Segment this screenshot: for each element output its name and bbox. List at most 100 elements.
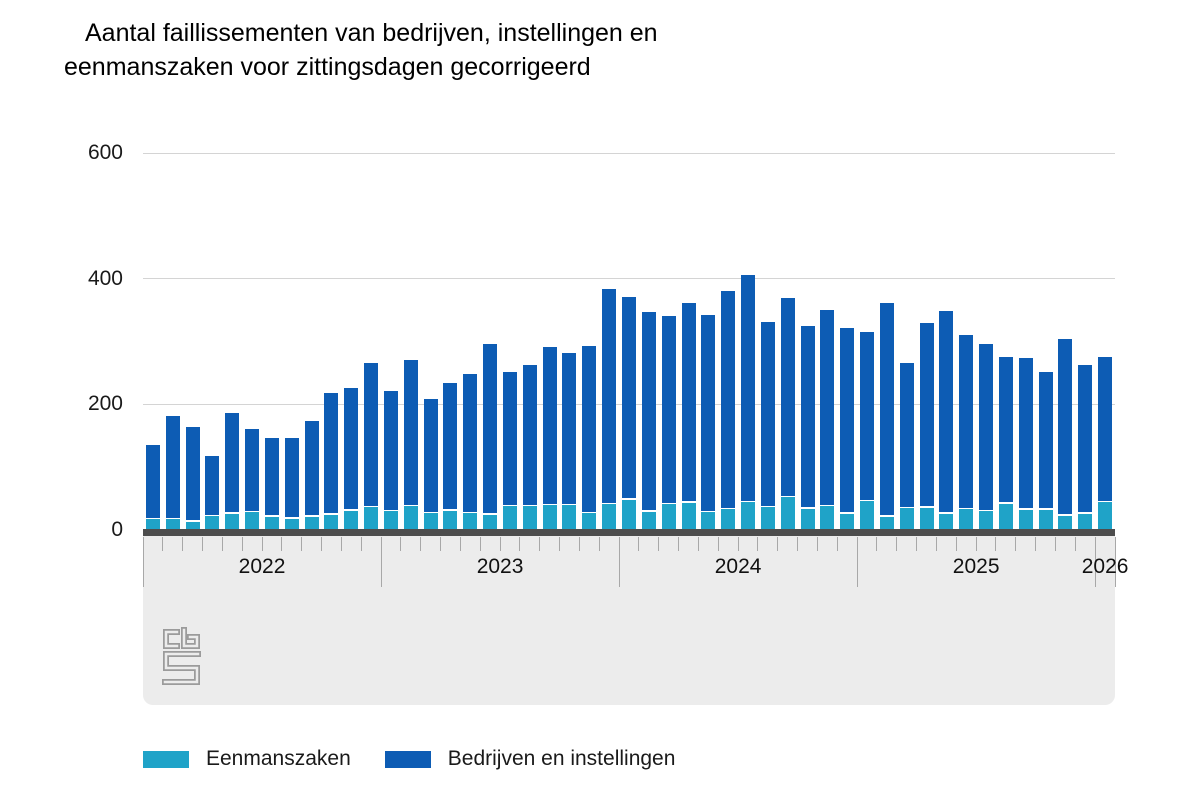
bar-eenmanszaken-2023-05[interactable] (463, 513, 478, 530)
bar-bedrijven-2023-08[interactable] (522, 365, 537, 505)
bar-eenmanszaken-2023-02[interactable] (403, 506, 418, 530)
bar-eenmanszaken-2024-02[interactable] (641, 511, 656, 530)
bar-eenmanszaken-2022-08[interactable] (284, 518, 299, 530)
bar-eenmanszaken-2024-12[interactable] (840, 513, 855, 530)
bar-bedrijven-2022-03[interactable] (185, 426, 200, 521)
bar-bedrijven-2025-10[interactable] (1038, 372, 1053, 509)
bar-eenmanszaken-2022-04[interactable] (205, 516, 220, 530)
bar-bedrijven-2024-06[interactable] (721, 291, 736, 508)
bar-eenmanszaken-2022-07[interactable] (264, 516, 279, 530)
bar-bedrijven-2022-11[interactable] (344, 387, 359, 509)
bar-bedrijven-2024-10[interactable] (800, 325, 815, 508)
bar-bedrijven-2023-05[interactable] (463, 374, 478, 512)
bar-bedrijven-2024-12[interactable] (840, 328, 855, 513)
bar-eenmanszaken-2024-06[interactable] (721, 509, 736, 530)
bar-bedrijven-2025-05[interactable] (939, 310, 954, 513)
bar-eenmanszaken-2023-12[interactable] (602, 504, 617, 530)
bar-bedrijven-2024-07[interactable] (741, 274, 756, 501)
bar-eenmanszaken-2023-06[interactable] (483, 514, 498, 530)
bar-eenmanszaken-2023-07[interactable] (502, 506, 517, 530)
bar-bedrijven-2025-03[interactable] (899, 363, 914, 507)
bar-bedrijven-2022-07[interactable] (264, 437, 279, 516)
legend-item-bedrijven[interactable]: Bedrijven en instellingen (384, 747, 675, 771)
bar-eenmanszaken-2024-08[interactable] (760, 507, 775, 530)
bar-bedrijven-2023-02[interactable] (403, 359, 418, 505)
bar-bedrijven-2023-01[interactable] (383, 390, 398, 510)
bar-bedrijven-2023-09[interactable] (542, 347, 557, 504)
bar-eenmanszaken-2024-01[interactable] (622, 499, 636, 530)
bar-bedrijven-2024-01[interactable] (622, 296, 636, 499)
bar-eenmanszaken-2025-04[interactable] (919, 508, 934, 530)
bar-eenmanszaken-2024-04[interactable] (681, 502, 696, 530)
bar-bedrijven-2025-09[interactable] (1018, 357, 1033, 509)
bar-eenmanszaken-2024-11[interactable] (820, 506, 835, 530)
bar-eenmanszaken-2022-10[interactable] (324, 514, 339, 530)
bar-eenmanszaken-2025-08[interactable] (998, 503, 1013, 530)
bar-bedrijven-2024-02[interactable] (641, 311, 656, 511)
legend-item-eenmanszaken[interactable]: Eenmanszaken (143, 747, 351, 771)
bar-eenmanszaken-2023-11[interactable] (582, 513, 597, 530)
bar-bedrijven-2024-04[interactable] (681, 302, 696, 502)
bar-bedrijven-2023-06[interactable] (483, 344, 498, 514)
bar-eenmanszaken-2024-03[interactable] (661, 504, 676, 530)
bar-bedrijven-2024-05[interactable] (701, 315, 716, 511)
bar-eenmanszaken-2024-07[interactable] (741, 502, 756, 530)
bar-bedrijven-2023-10[interactable] (562, 352, 577, 504)
bar-eenmanszaken-2022-02[interactable] (165, 519, 180, 530)
bar-bedrijven-2025-08[interactable] (998, 356, 1013, 503)
bar-eenmanszaken-2024-09[interactable] (780, 497, 795, 530)
bar-eenmanszaken-2025-05[interactable] (939, 513, 954, 530)
bar-eenmanszaken-2022-01[interactable] (145, 519, 160, 530)
bar-eenmanszaken-2025-07[interactable] (979, 511, 994, 530)
bar-eenmanszaken-2023-01[interactable] (383, 511, 398, 530)
bar-bedrijven-2022-08[interactable] (284, 437, 299, 518)
bar-bedrijven-2023-03[interactable] (423, 398, 438, 512)
bar-bedrijven-2023-12[interactable] (602, 289, 617, 503)
bar-bedrijven-2023-07[interactable] (502, 372, 517, 505)
bar-eenmanszaken-2026-01[interactable] (1098, 502, 1113, 530)
bar-bedrijven-2022-05[interactable] (225, 412, 240, 513)
bar-bedrijven-2023-04[interactable] (443, 382, 458, 510)
bar-bedrijven-2024-09[interactable] (780, 298, 795, 496)
bar-eenmanszaken-2025-03[interactable] (899, 508, 914, 530)
bar-eenmanszaken-2023-04[interactable] (443, 510, 458, 530)
bar-eenmanszaken-2025-11[interactable] (1058, 515, 1073, 530)
bar-bedrijven-2022-04[interactable] (205, 456, 220, 515)
bar-eenmanszaken-2025-12[interactable] (1078, 513, 1093, 530)
bar-bedrijven-2025-04[interactable] (919, 322, 934, 507)
bar-eenmanszaken-2022-03[interactable] (185, 521, 200, 530)
bar-eenmanszaken-2024-05[interactable] (701, 512, 716, 530)
bar-bedrijven-2025-06[interactable] (959, 335, 974, 508)
bar-eenmanszaken-2023-03[interactable] (423, 513, 438, 530)
bar-bedrijven-2025-11[interactable] (1058, 338, 1073, 515)
bar-eenmanszaken-2023-09[interactable] (542, 505, 557, 530)
bar-eenmanszaken-2023-08[interactable] (522, 506, 537, 530)
bar-bedrijven-2024-11[interactable] (820, 310, 835, 505)
bar-eenmanszaken-2024-10[interactable] (800, 508, 815, 530)
bar-bedrijven-2022-09[interactable] (304, 421, 319, 516)
bar-bedrijven-2024-08[interactable] (760, 322, 775, 506)
bar-eenmanszaken-2025-09[interactable] (1018, 509, 1033, 530)
bar-bedrijven-2025-01[interactable] (860, 332, 875, 500)
bar-bedrijven-2022-06[interactable] (245, 428, 260, 511)
bar-eenmanszaken-2025-01[interactable] (860, 501, 875, 530)
bar-bedrijven-2023-11[interactable] (582, 345, 597, 512)
bar-eenmanszaken-2022-11[interactable] (344, 510, 359, 530)
bar-eenmanszaken-2022-09[interactable] (304, 516, 319, 530)
bar-eenmanszaken-2025-06[interactable] (959, 509, 974, 530)
bar-eenmanszaken-2023-10[interactable] (562, 505, 577, 530)
bar-bedrijven-2024-03[interactable] (661, 316, 676, 503)
bar-bedrijven-2022-10[interactable] (324, 393, 339, 514)
bar-eenmanszaken-2022-12[interactable] (364, 507, 379, 530)
bar-bedrijven-2022-01[interactable] (145, 444, 160, 518)
bar-bedrijven-2026-01[interactable] (1098, 356, 1113, 501)
bar-eenmanszaken-2025-10[interactable] (1038, 509, 1053, 530)
bar-eenmanszaken-2022-06[interactable] (245, 512, 260, 530)
bar-bedrijven-2025-02[interactable] (879, 303, 894, 516)
bar-bedrijven-2022-12[interactable] (364, 362, 379, 506)
bar-eenmanszaken-2025-02[interactable] (879, 516, 894, 530)
bar-bedrijven-2025-07[interactable] (979, 344, 994, 510)
bar-eenmanszaken-2022-05[interactable] (225, 513, 240, 530)
bar-bedrijven-2025-12[interactable] (1078, 364, 1093, 513)
bar-bedrijven-2022-02[interactable] (165, 415, 180, 518)
